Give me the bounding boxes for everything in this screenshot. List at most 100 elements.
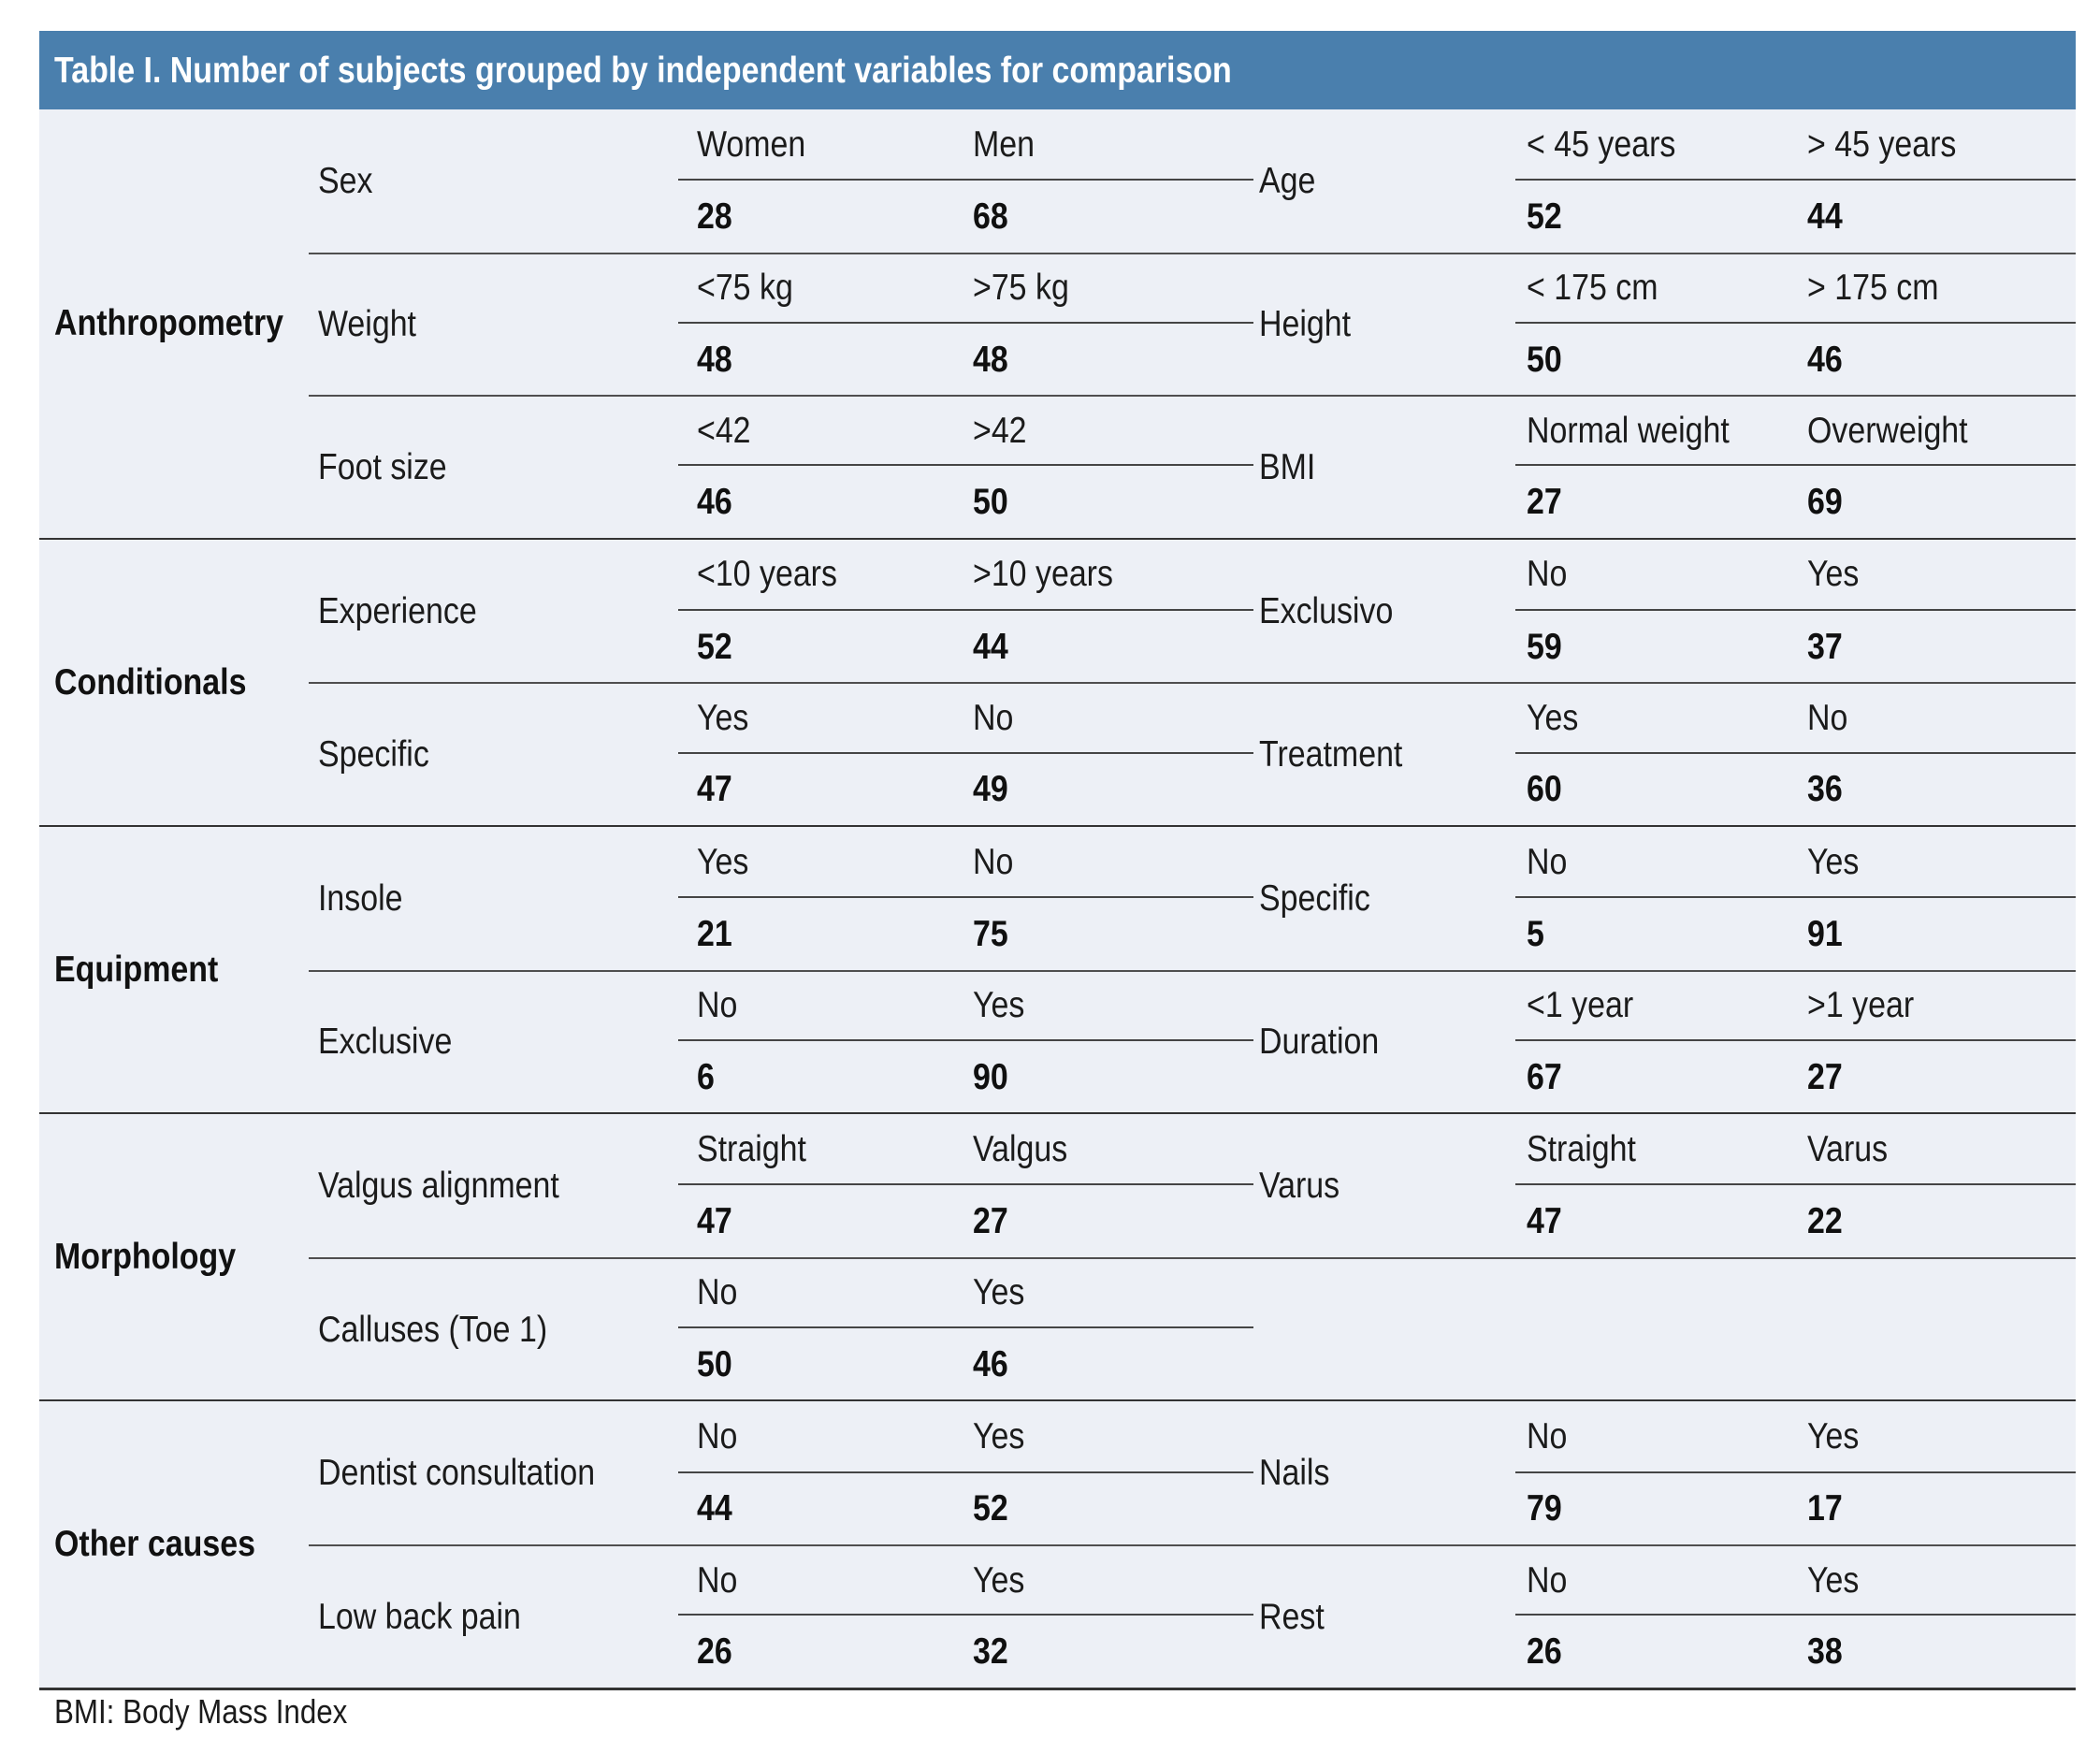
count-value-text: 32 bbox=[973, 1630, 1008, 1672]
category-label-text: Yes bbox=[973, 1559, 1025, 1601]
group-section: Equipment Insole Yes No 21 75 Specific No Yes 5 91… bbox=[39, 824, 2076, 1113]
count-value-text: 91 bbox=[1807, 913, 1843, 954]
category-label: Yes bbox=[1796, 540, 2076, 612]
variable-name-text: Treatment bbox=[1259, 734, 1403, 775]
category-label-text: > 45 years bbox=[1807, 123, 1957, 165]
category-label: Valgus bbox=[954, 1114, 1253, 1186]
count-value: 46 bbox=[678, 466, 954, 537]
table-card: Table I. Number of subjects grouped by i… bbox=[39, 31, 2076, 1690]
category-label: Yes bbox=[954, 969, 1253, 1041]
count-value: 44 bbox=[1796, 181, 2076, 252]
category-label: <42 bbox=[678, 395, 954, 467]
category-label-text: >1 year bbox=[1807, 985, 1915, 1026]
variable-name: Exclusivo bbox=[1253, 540, 1515, 683]
category-label: No bbox=[954, 827, 1253, 899]
count-value-text: 47 bbox=[1527, 1201, 1562, 1242]
variable-name-text: Weight bbox=[318, 304, 416, 345]
group-name-text: Morphology bbox=[54, 1237, 237, 1278]
count-value-text: 46 bbox=[1807, 339, 1843, 380]
variable-name: Weight bbox=[309, 252, 678, 396]
category-label-text: No bbox=[697, 1559, 738, 1601]
variable-name: Treatment bbox=[1253, 682, 1515, 825]
category-label-text: No bbox=[1807, 698, 1848, 739]
footnote-text: BMI: Body Mass Index bbox=[54, 1692, 348, 1731]
category-label: > 45 years bbox=[1796, 109, 2076, 181]
category-label-text: <75 kg bbox=[697, 268, 793, 309]
category-label-text: <1 year bbox=[1527, 985, 1634, 1026]
variable-name-text: Exclusive bbox=[318, 1022, 453, 1063]
count-value: 48 bbox=[678, 324, 954, 395]
group-section: Other causes Dentist consultation No Yes 44 5… bbox=[39, 1399, 2076, 1687]
count-value: 68 bbox=[954, 181, 1253, 252]
count-value: 28 bbox=[678, 181, 954, 252]
variable-name: BMI bbox=[1253, 395, 1515, 538]
count-value-text: 37 bbox=[1807, 626, 1843, 667]
count-value-text: 50 bbox=[1527, 339, 1562, 380]
count-value: 48 bbox=[954, 324, 1253, 395]
category-label-text: Varus bbox=[1807, 1128, 1889, 1169]
category-label: <1 year bbox=[1515, 969, 1796, 1041]
count-value-text: 50 bbox=[973, 482, 1008, 523]
category-label: No bbox=[678, 1256, 954, 1329]
variable-name: Foot size bbox=[309, 395, 678, 538]
category-label: Yes bbox=[1796, 1543, 2076, 1616]
category-label-text: >42 bbox=[973, 410, 1027, 451]
variable-name: Nails bbox=[1253, 1401, 1515, 1544]
variable-name-text: Duration bbox=[1259, 1022, 1380, 1063]
count-value: 52 bbox=[954, 1473, 1253, 1544]
category-label-text: >10 years bbox=[973, 554, 1113, 595]
category-label-text: Yes bbox=[973, 1415, 1025, 1456]
table-header-bar: Table I. Number of subjects grouped by i… bbox=[39, 31, 2076, 109]
variable-name-text: Experience bbox=[318, 590, 477, 631]
count-value-text: 47 bbox=[697, 769, 732, 810]
category-label: Straight bbox=[1515, 1114, 1796, 1186]
count-value-text: 17 bbox=[1807, 1488, 1843, 1529]
count-value: 22 bbox=[1796, 1185, 2076, 1256]
category-label-text: No bbox=[1527, 841, 1568, 882]
count-value: 91 bbox=[1796, 898, 2076, 969]
category-label-text: Straight bbox=[697, 1128, 806, 1169]
variable-name-text: Varus bbox=[1259, 1165, 1340, 1206]
count-value-text: 27 bbox=[973, 1201, 1008, 1242]
variable-name: Exclusive bbox=[309, 969, 678, 1113]
count-value-text: 52 bbox=[1527, 196, 1562, 237]
category-label-text: No bbox=[697, 1415, 738, 1456]
count-value-text: 27 bbox=[1807, 1056, 1843, 1097]
category-label-text: Yes bbox=[697, 841, 749, 882]
table-footnote: BMI: Body Mass Index bbox=[54, 1695, 391, 1729]
variable-name: Height bbox=[1253, 252, 1515, 396]
count-value: 69 bbox=[1796, 466, 2076, 537]
category-label-text: No bbox=[1527, 1415, 1568, 1456]
table-title: Table I. Number of subjects grouped by i… bbox=[54, 50, 1232, 91]
category-label: No bbox=[678, 969, 954, 1041]
variable-name-text: Height bbox=[1259, 304, 1352, 345]
group-section: Morphology Valgus alignment Straight Valgus… bbox=[39, 1112, 2076, 1399]
category-label-text: Yes bbox=[973, 985, 1025, 1026]
count-value-text: 44 bbox=[1807, 196, 1843, 237]
count-value-text: 67 bbox=[1527, 1056, 1562, 1097]
count-value: 32 bbox=[954, 1616, 1253, 1687]
category-label: Straight bbox=[678, 1114, 954, 1186]
count-value-text: 44 bbox=[973, 626, 1008, 667]
count-value: 17 bbox=[1796, 1473, 2076, 1544]
count-value-text: 46 bbox=[697, 482, 732, 523]
count-value: 90 bbox=[954, 1041, 1253, 1112]
count-value-text: 46 bbox=[973, 1343, 1008, 1384]
category-label: Normal weight bbox=[1515, 395, 1796, 467]
variable-name: Calluses (Toe 1) bbox=[309, 1256, 678, 1400]
category-label-text: >75 kg bbox=[973, 268, 1069, 309]
variable-name: Valgus alignment bbox=[309, 1114, 678, 1257]
count-value-text: 48 bbox=[697, 339, 732, 380]
group-name-text: Anthropometry bbox=[54, 303, 284, 344]
category-label-text: No bbox=[697, 985, 738, 1026]
count-value: 37 bbox=[1796, 611, 2076, 682]
category-label: Yes bbox=[954, 1543, 1253, 1616]
variable-name: Specific bbox=[1253, 827, 1515, 970]
category-label: <75 kg bbox=[678, 252, 954, 324]
variable-name: Specific bbox=[309, 682, 678, 825]
category-label-text: Yes bbox=[1807, 841, 1860, 882]
count-value-text: 79 bbox=[1527, 1488, 1562, 1529]
category-label-text: Straight bbox=[1527, 1128, 1636, 1169]
count-value: 50 bbox=[678, 1328, 954, 1399]
category-label: Yes bbox=[678, 682, 954, 754]
